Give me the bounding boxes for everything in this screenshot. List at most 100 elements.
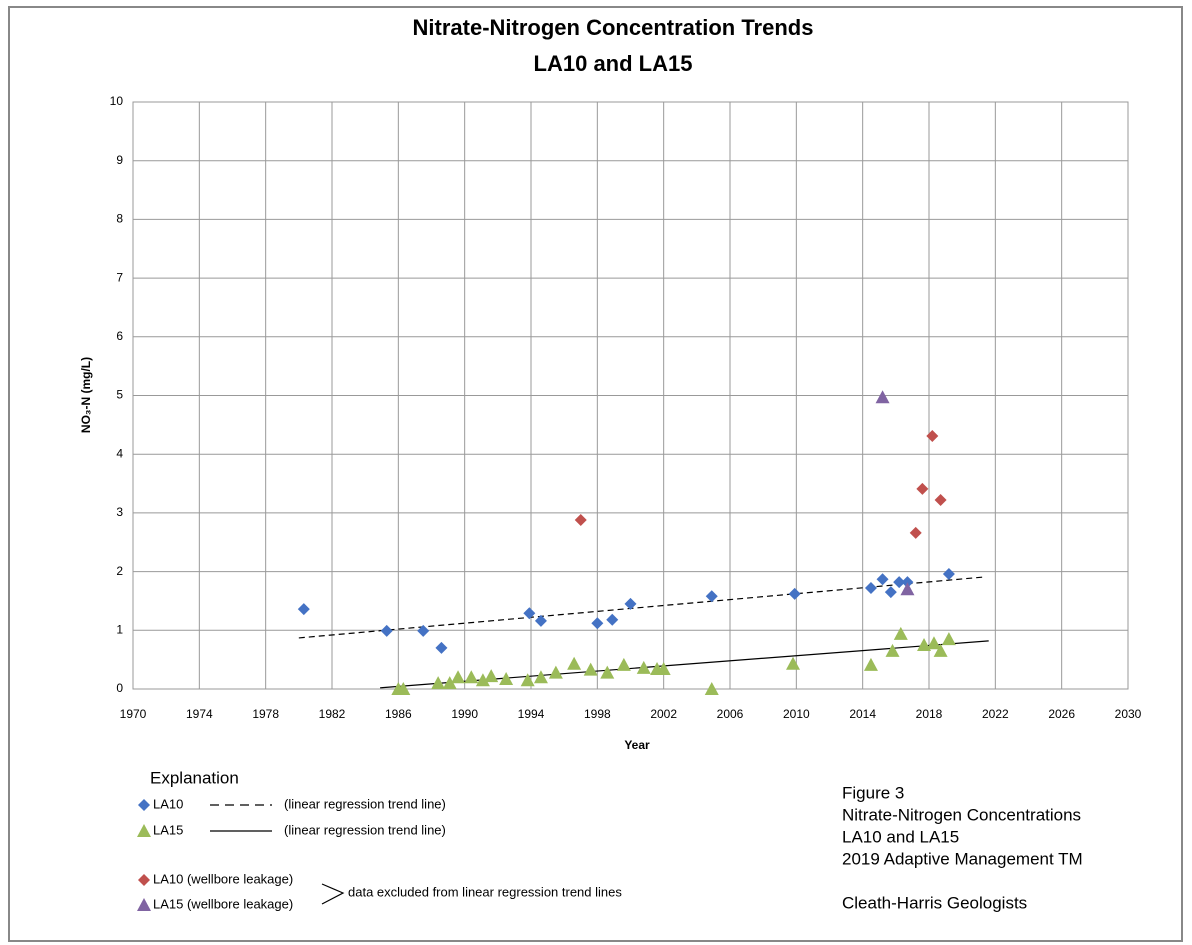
- data-point: [875, 390, 890, 404]
- y-tick-label: 0: [116, 681, 123, 695]
- x-tick-label: 1986: [385, 707, 412, 721]
- data-point: [941, 632, 956, 646]
- x-tick-label: 2002: [650, 707, 677, 721]
- x-tick-label: 1970: [120, 707, 147, 721]
- data-point: [499, 672, 514, 686]
- caption: Figure 3 Nitrate-Nitrogen Concentrations L…: [842, 783, 1083, 912]
- data-point: [934, 493, 947, 506]
- x-tick-label: 1982: [319, 707, 346, 721]
- data-point: [475, 673, 490, 687]
- data-point: [893, 576, 906, 589]
- data-point: [636, 660, 651, 674]
- caption-line: Nitrate-Nitrogen Concentrations: [842, 805, 1081, 824]
- trend-line: [298, 576, 986, 639]
- data-point: [909, 526, 922, 539]
- data-point: [933, 643, 948, 657]
- legend-trend-label: (linear regression trend line): [284, 822, 446, 837]
- x-tick-label: 2018: [916, 707, 943, 721]
- y-tick-label: 4: [116, 446, 123, 460]
- legend-marker: [137, 898, 151, 911]
- data-point: [624, 597, 637, 610]
- x-tick-label: 1978: [252, 707, 279, 721]
- y-tick-label: 6: [116, 329, 123, 343]
- x-tick-label: 2010: [783, 707, 810, 721]
- data-point: [451, 670, 466, 684]
- legend-marker: [138, 799, 150, 811]
- data-point: [417, 624, 430, 637]
- legend-label: LA10: [153, 796, 183, 811]
- data-point: [616, 657, 631, 671]
- data-point: [435, 641, 448, 654]
- data-point: [901, 576, 914, 589]
- x-tick-label: 2006: [717, 707, 744, 721]
- data-point: [583, 662, 598, 676]
- legend-brace: [321, 883, 345, 905]
- data-point: [705, 590, 718, 603]
- data-point: [942, 567, 955, 580]
- caption-line: Figure 3: [842, 783, 904, 802]
- data-point: [916, 482, 929, 495]
- y-tick-label: 3: [116, 505, 123, 519]
- legend-trend-label: (linear regression trend line): [284, 796, 446, 811]
- legend-marker: [138, 874, 150, 886]
- legend-label: LA15: [153, 822, 183, 837]
- y-tick-label: 5: [116, 388, 123, 402]
- data-point: [606, 613, 619, 626]
- data-point: [704, 682, 719, 695]
- data-point: [380, 624, 393, 637]
- legend-marker: [137, 824, 151, 837]
- caption-line: LA10 and LA15: [842, 827, 959, 846]
- x-tick-label: 2030: [1115, 707, 1142, 721]
- data-point: [863, 657, 878, 671]
- data-point: [900, 582, 915, 596]
- x-tick-label: 2014: [849, 707, 876, 721]
- data-point: [567, 656, 582, 670]
- legend-label: LA15 (wellbore leakage): [153, 896, 293, 911]
- caption-line: Cleath-Harris Geologists: [842, 893, 1027, 912]
- caption-line: 2019 Adaptive Management TM: [842, 849, 1083, 868]
- data-point: [788, 587, 801, 600]
- frame: [8, 6, 1183, 942]
- data-point: [297, 603, 310, 616]
- data-point: [548, 665, 563, 679]
- chart-title: Nitrate-Nitrogen Concentration Trends: [413, 15, 814, 40]
- x-tick-label: 1998: [584, 707, 611, 721]
- y-tick-label: 10: [110, 94, 124, 108]
- data-point: [884, 586, 897, 599]
- legend-title: Explanation: [150, 768, 239, 787]
- x-axis-label: Year: [624, 738, 650, 752]
- data-point: [591, 617, 604, 630]
- data-point: [396, 682, 411, 695]
- data-point: [917, 637, 932, 651]
- data-point: [656, 662, 671, 676]
- x-tick-label: 2026: [1048, 707, 1075, 721]
- x-tick-label: 2022: [982, 707, 1009, 721]
- data-point: [893, 626, 908, 640]
- data-point: [926, 430, 939, 443]
- data-point: [885, 643, 900, 657]
- y-tick-label: 2: [116, 564, 123, 578]
- y-tick-label: 1: [116, 622, 123, 636]
- data-point: [864, 582, 877, 595]
- data-point: [442, 676, 457, 690]
- data-point: [574, 513, 587, 526]
- data-point: [600, 665, 615, 679]
- y-tick-label: 7: [116, 270, 123, 284]
- y-axis-label: NO₃-N (mg/L): [79, 357, 93, 433]
- legend-label: LA10 (wellbore leakage): [153, 871, 293, 886]
- x-tick-label: 1990: [451, 707, 478, 721]
- data-point: [523, 607, 536, 620]
- data-point: [533, 670, 548, 684]
- data-point: [520, 673, 535, 687]
- chart-subtitle: LA10 and LA15: [534, 51, 693, 76]
- data-point: [926, 636, 941, 650]
- x-tick-label: 1974: [186, 707, 213, 721]
- data-point: [464, 670, 479, 684]
- data-point: [786, 656, 801, 670]
- y-tick-label: 8: [116, 212, 123, 226]
- data-point: [534, 614, 547, 627]
- y-tick-label: 9: [116, 153, 123, 167]
- data-point: [484, 669, 499, 683]
- data-point: [431, 676, 446, 690]
